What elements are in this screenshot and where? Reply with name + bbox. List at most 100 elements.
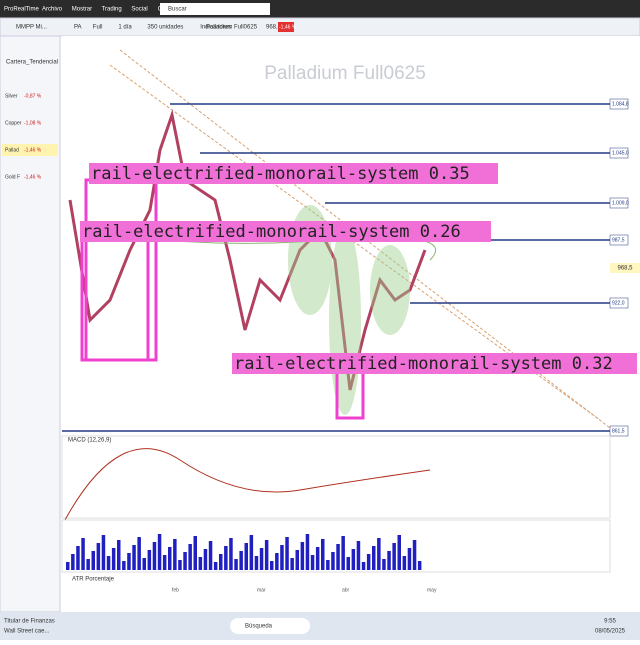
price: 968,5 [266,25,282,31]
volume-bar [372,546,376,570]
volume-bar [315,547,320,570]
watch-name[interactable]: Silver [5,93,18,99]
volume-bar [254,556,259,570]
volume-bar [366,554,371,570]
volume-bar [117,540,121,570]
volume-bar [244,543,248,570]
month-label: abr [342,587,350,593]
toolbar-item[interactable]: Full [93,25,103,31]
search-placeholder: Buscar [168,7,187,13]
volume-bar [234,559,238,570]
taskbar-search[interactable] [230,618,310,634]
level-tag [609,425,629,437]
volume-bar [321,539,325,570]
volume-bar [106,556,111,570]
detection-label-bg [89,163,498,184]
volume-bar [71,554,75,570]
volume-bar [239,551,243,570]
volume-bar [361,562,366,570]
pattern-ellipse [329,225,361,415]
level-tag [609,147,629,159]
taskbar [0,612,640,640]
watermark: Palladium Full0625 [264,63,426,84]
volume-bar [336,544,340,570]
month-label: may [427,587,437,593]
volume-bar [224,546,228,570]
volume-bar [229,538,233,570]
volume-bar [203,549,208,570]
menu-item[interactable]: Archivo [42,7,63,13]
detection-label-bg [80,221,491,242]
volume-bar [193,536,197,570]
macd-label: MACD (12,26,9) [68,438,111,444]
level-tag [609,297,629,309]
level-label: 922,0 [612,300,625,306]
volume-bar [96,543,101,570]
volume-bar [285,537,289,570]
volume-bar [407,548,412,570]
toolbar-item[interactable]: PA [74,25,82,31]
volume-bar [208,541,213,570]
volume-bar [377,538,381,570]
volume-bar [81,538,85,570]
watch-change: -1,46 % [24,147,42,153]
volume-bar [392,543,396,570]
volume-bar [178,560,182,570]
volume-bar [326,560,330,570]
volume-bar [219,554,223,570]
trend-line [109,64,601,421]
volume-bar [111,548,116,570]
detection-label: rail-electrified-monorail-system 0.32 [234,354,613,374]
menu-item[interactable]: Trading [102,7,122,13]
volume-bar [310,555,315,570]
detection-label-bg [232,353,637,374]
change-bg [278,22,294,32]
toolbar-item[interactable]: 1 día [118,25,132,31]
instrument: Palladium Full0625 [206,25,258,31]
date: 08/05/2025 [595,629,626,635]
volume-bar [101,535,106,570]
volume-bar [66,562,70,570]
watch-name[interactable]: Gold F [5,174,20,180]
volume-bar [290,558,294,570]
volume-bar [122,561,126,570]
volume-bar [270,561,274,570]
watch-name[interactable]: Copper [5,120,22,126]
month-label: mar [257,587,266,593]
volume-bar [157,534,162,570]
volume-bar [142,558,146,570]
menu-item[interactable]: Mostrar [72,7,92,13]
news-text: Wall Street cae... [4,629,50,635]
watch-change: -0,87 % [24,93,42,99]
search-box[interactable] [160,3,270,15]
logo: ProRealTime [4,7,39,13]
volume-bar [183,552,187,570]
level-tag [609,234,629,246]
volume-bar [275,553,279,570]
volume-bar [412,540,417,570]
volume-bar [331,552,335,570]
watch-change: -1,46 % [24,174,42,180]
change: -1,46 % [279,24,297,30]
portfolio[interactable]: MMPP Mi... [16,25,47,31]
volume-bar [162,555,167,570]
volume-bar [402,556,407,570]
price-tag [610,263,640,273]
macd-line [64,448,431,521]
watchlist-panel [0,35,61,613]
title-bar [0,0,640,18]
volume-bar [137,537,141,570]
row-highlight [2,144,58,156]
toolbar-item[interactable]: 350 unidades [147,25,183,31]
detection-label: rail-electrified-monorail-system 0.26 [82,222,461,242]
volume-bar [86,559,90,570]
toolbar-item[interactable]: Indicadores [200,25,231,31]
menu-item[interactable]: Social [131,7,147,13]
volume-bar [387,551,391,570]
atr-label: ATR Porcentaje [72,577,115,583]
macd-panel [61,435,611,519]
volume-bar [127,553,131,570]
volume-bar [76,546,80,570]
volume-bar [300,542,305,570]
watch-name[interactable]: Pallad [5,147,19,153]
